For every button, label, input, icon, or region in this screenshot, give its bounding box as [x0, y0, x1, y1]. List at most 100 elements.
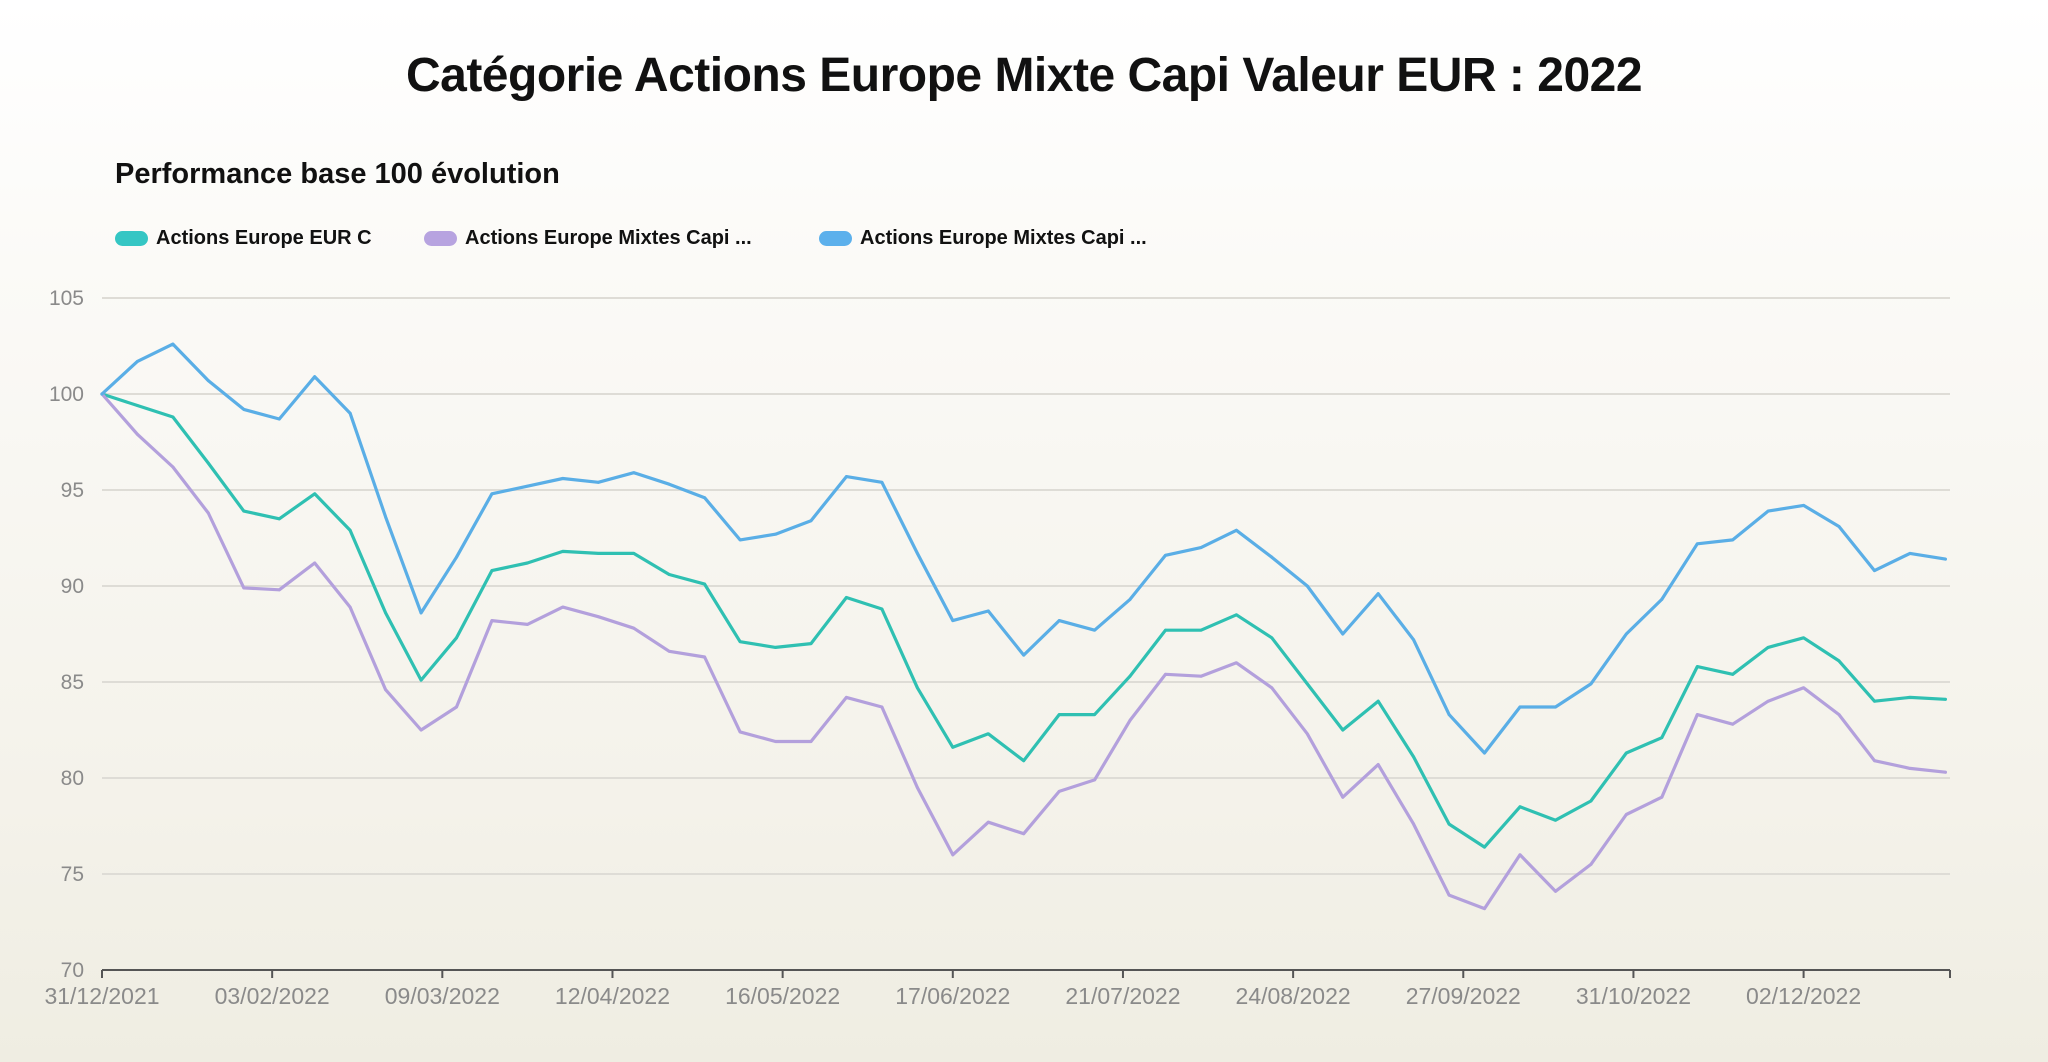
data-point	[1341, 632, 1345, 636]
data-point	[1908, 551, 1912, 555]
data-point	[384, 611, 387, 615]
data-point	[1022, 653, 1026, 657]
data-point	[1447, 822, 1451, 826]
x-tick-label: 17/06/2022	[895, 983, 1010, 1009]
y-tick-label: 105	[49, 287, 84, 310]
data-point	[845, 475, 848, 478]
data-point	[242, 407, 246, 411]
x-tick-label: 12/04/2022	[555, 983, 670, 1009]
data-point	[1093, 713, 1096, 717]
y-tick-label: 100	[49, 383, 84, 406]
legend-swatch-icon	[115, 231, 148, 246]
data-point	[1766, 509, 1770, 513]
data-point	[136, 359, 139, 363]
data-point	[1022, 832, 1026, 836]
data-point	[1093, 778, 1096, 782]
data-point	[171, 415, 175, 419]
data-point	[880, 607, 884, 611]
data-point	[1837, 713, 1841, 717]
data-point	[1873, 699, 1876, 703]
data-point	[809, 642, 813, 645]
data-point	[1270, 636, 1274, 640]
data-point	[1873, 569, 1876, 573]
data-point	[1235, 528, 1238, 532]
data-point	[1412, 755, 1416, 759]
data-point	[1235, 661, 1238, 665]
data-point	[1518, 705, 1522, 709]
data-point	[136, 404, 139, 407]
data-point	[1412, 638, 1416, 642]
data-point	[1270, 686, 1274, 690]
data-point	[100, 392, 104, 396]
legend-item-series-3[interactable]: Actions Europe Mixtes Capi ...	[819, 227, 1147, 250]
data-point	[1589, 863, 1593, 866]
data-point	[1164, 553, 1167, 557]
data-point	[1802, 503, 1805, 507]
data-point	[1624, 813, 1628, 816]
data-point	[1554, 818, 1557, 822]
data-point	[1766, 699, 1770, 703]
data-point	[1660, 795, 1664, 799]
chart-subtitle: Performance base 100 évolution	[115, 158, 560, 190]
data-point	[1731, 672, 1735, 676]
data-point	[667, 482, 671, 486]
data-point	[1057, 790, 1061, 793]
data-point	[1483, 751, 1486, 755]
data-point	[809, 740, 813, 743]
data-point	[1944, 557, 1947, 561]
data-point	[880, 705, 884, 709]
data-point	[986, 609, 990, 613]
data-point	[1589, 799, 1593, 803]
data-point	[1554, 889, 1557, 893]
data-point	[1837, 659, 1841, 663]
data-point	[1447, 893, 1451, 897]
data-point	[1624, 751, 1628, 755]
data-point	[667, 573, 671, 576]
legend-item-series-1[interactable]: Actions Europe EUR C	[115, 227, 372, 250]
data-point	[1270, 555, 1274, 559]
data-point	[1376, 699, 1380, 703]
data-point	[1802, 636, 1805, 640]
data-point	[1128, 674, 1132, 678]
y-tick-label: 95	[61, 479, 84, 502]
legend-item-series-2[interactable]: Actions Europe Mixtes Capi ...	[424, 227, 752, 250]
data-point	[951, 853, 955, 857]
data-point	[1802, 686, 1805, 690]
data-point	[774, 740, 777, 743]
data-point	[171, 465, 175, 469]
data-point	[1660, 736, 1664, 740]
data-point	[915, 551, 919, 555]
data-point	[774, 646, 777, 649]
data-point	[1199, 546, 1203, 549]
data-point	[561, 550, 565, 553]
data-point	[809, 519, 813, 523]
y-tick-label: 85	[61, 671, 84, 694]
data-point	[1695, 665, 1699, 669]
data-point	[313, 561, 317, 565]
x-tick-label: 21/07/2022	[1065, 983, 1180, 1009]
data-point	[1305, 584, 1309, 588]
data-point	[845, 695, 848, 699]
data-point	[596, 480, 600, 484]
data-point	[561, 477, 565, 480]
x-tick-label: 24/08/2022	[1236, 983, 1351, 1009]
data-point	[1908, 695, 1912, 699]
data-point	[632, 471, 636, 475]
data-point	[1341, 795, 1345, 799]
x-tick-label: 03/02/2022	[215, 983, 330, 1009]
data-point	[490, 619, 494, 622]
data-point	[206, 511, 210, 515]
data-point	[951, 619, 955, 622]
data-point	[1944, 770, 1947, 774]
data-point	[703, 582, 707, 586]
data-point	[1022, 759, 1026, 763]
data-point	[490, 569, 494, 573]
data-point	[703, 655, 707, 659]
data-point	[384, 515, 387, 519]
data-point	[242, 586, 246, 590]
data-point	[1164, 628, 1167, 632]
data-point	[1305, 682, 1309, 686]
y-tick-label: 75	[61, 863, 84, 886]
data-point	[667, 649, 671, 653]
